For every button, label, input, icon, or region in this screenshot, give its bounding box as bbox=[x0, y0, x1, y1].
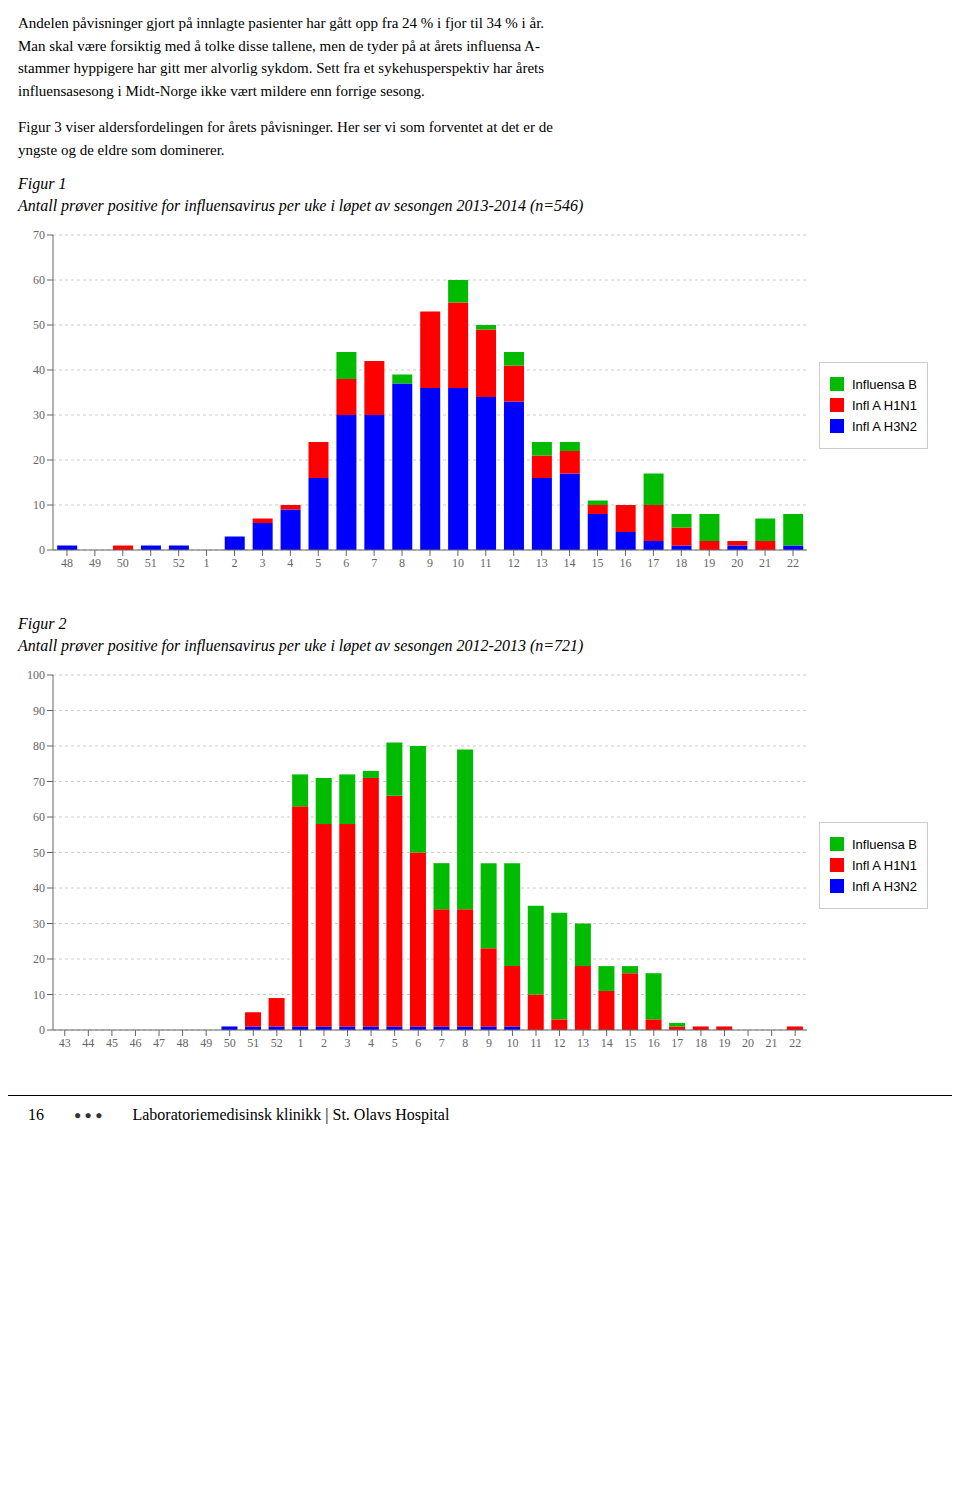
html-text:Infl A H3N2: Infl A H3N2 bbox=[852, 418, 917, 434]
svg-text:70: 70 bbox=[33, 228, 45, 242]
svg-text:10: 10 bbox=[33, 498, 45, 512]
svg-text:7: 7 bbox=[371, 556, 377, 570]
svg-text:43: 43 bbox=[59, 1036, 71, 1050]
svg-text:51: 51 bbox=[247, 1036, 259, 1050]
svg-text:1: 1 bbox=[297, 1036, 303, 1050]
svg-text:10: 10 bbox=[33, 988, 45, 1002]
svg-text:13: 13 bbox=[577, 1036, 589, 1050]
html-text:Antall prøver positive for inf: Antall prøver positive for influensaviru… bbox=[18, 197, 584, 214]
svg-text:12: 12 bbox=[508, 556, 520, 570]
html-text:Andelen påvisninger gjort på i: Andelen påvisninger gjort på innlagte pa… bbox=[18, 15, 545, 99]
svg-text:6: 6 bbox=[343, 556, 349, 570]
svg-text:14: 14 bbox=[564, 556, 576, 570]
svg-text:50: 50 bbox=[224, 1036, 236, 1050]
svg-text:49: 49 bbox=[89, 556, 101, 570]
svg-text:14: 14 bbox=[601, 1036, 613, 1050]
svg-text:3: 3 bbox=[259, 556, 265, 570]
svg-text:52: 52 bbox=[271, 1036, 283, 1050]
svg-text:20: 20 bbox=[33, 453, 45, 467]
html-text:Infl A H1N1: Infl A H1N1 bbox=[852, 397, 917, 413]
svg-text:3: 3 bbox=[345, 1036, 351, 1050]
svg-text:7: 7 bbox=[439, 1036, 445, 1050]
svg-text:44: 44 bbox=[82, 1036, 94, 1050]
html-text:Infl A H3N2: Infl A H3N2 bbox=[852, 878, 917, 894]
svg-text:6: 6 bbox=[415, 1036, 421, 1050]
svg-text:12: 12 bbox=[554, 1036, 566, 1050]
html-text:16: 16 bbox=[28, 1106, 44, 1123]
svg-text:5: 5 bbox=[392, 1036, 398, 1050]
svg-text:50: 50 bbox=[33, 318, 45, 332]
svg-text:80: 80 bbox=[33, 739, 45, 753]
svg-text:18: 18 bbox=[695, 1036, 707, 1050]
svg-text:20: 20 bbox=[33, 952, 45, 966]
html-text:Figur 2: Figur 2 bbox=[18, 615, 67, 632]
svg-text:16: 16 bbox=[648, 1036, 660, 1050]
svg-text:0: 0 bbox=[39, 1023, 45, 1037]
svg-text:50: 50 bbox=[117, 556, 129, 570]
svg-text:21: 21 bbox=[759, 556, 771, 570]
svg-text:90: 90 bbox=[33, 704, 45, 718]
svg-text:21: 21 bbox=[766, 1036, 778, 1050]
html-text:Figur 3 viser aldersfordelinge: Figur 3 viser aldersfordelingen for året… bbox=[18, 119, 553, 158]
html-text:Figur 1: Figur 1 bbox=[18, 175, 67, 192]
svg-text:30: 30 bbox=[33, 917, 45, 931]
svg-text:10: 10 bbox=[452, 556, 464, 570]
svg-text:11: 11 bbox=[530, 1036, 542, 1050]
html-text:Laboratoriemedisinsk klinikk |: Laboratoriemedisinsk klinikk | St. Olavs… bbox=[132, 1106, 450, 1123]
svg-text:1: 1 bbox=[204, 556, 210, 570]
svg-text:11: 11 bbox=[480, 556, 492, 570]
svg-text:47: 47 bbox=[153, 1036, 165, 1050]
svg-text:19: 19 bbox=[718, 1036, 730, 1050]
svg-text:13: 13 bbox=[536, 556, 548, 570]
svg-text:48: 48 bbox=[177, 1036, 189, 1050]
svg-text:8: 8 bbox=[462, 1036, 468, 1050]
svg-text:17: 17 bbox=[647, 556, 659, 570]
svg-text:15: 15 bbox=[592, 556, 604, 570]
svg-text:20: 20 bbox=[742, 1036, 754, 1050]
svg-text:8: 8 bbox=[399, 556, 405, 570]
svg-text:70: 70 bbox=[33, 775, 45, 789]
svg-text:18: 18 bbox=[675, 556, 687, 570]
html-text:Antall prøver positive for inf: Antall prøver positive for influensaviru… bbox=[18, 637, 584, 654]
svg-text:51: 51 bbox=[145, 556, 157, 570]
svg-text:2: 2 bbox=[232, 556, 238, 570]
svg-text:16: 16 bbox=[619, 556, 631, 570]
svg-text:30: 30 bbox=[33, 408, 45, 422]
svg-text:0: 0 bbox=[39, 543, 45, 557]
svg-text:48: 48 bbox=[61, 556, 73, 570]
svg-text:22: 22 bbox=[789, 1036, 801, 1050]
svg-text:4: 4 bbox=[368, 1036, 374, 1050]
svg-text:52: 52 bbox=[173, 556, 185, 570]
svg-text:40: 40 bbox=[33, 363, 45, 377]
svg-text:45: 45 bbox=[106, 1036, 118, 1050]
html-text:Influensa B: Influensa B bbox=[852, 376, 917, 392]
svg-text:17: 17 bbox=[671, 1036, 683, 1050]
svg-text:46: 46 bbox=[129, 1036, 141, 1050]
svg-text:50: 50 bbox=[33, 846, 45, 860]
svg-text:100: 100 bbox=[27, 668, 45, 682]
svg-text:60: 60 bbox=[33, 273, 45, 287]
svg-text:10: 10 bbox=[506, 1036, 518, 1050]
svg-text:9: 9 bbox=[427, 556, 433, 570]
svg-text:49: 49 bbox=[200, 1036, 212, 1050]
svg-text:2: 2 bbox=[321, 1036, 327, 1050]
svg-text:20: 20 bbox=[731, 556, 743, 570]
svg-text:15: 15 bbox=[624, 1036, 636, 1050]
svg-text:5: 5 bbox=[315, 556, 321, 570]
svg-text:4: 4 bbox=[287, 556, 293, 570]
svg-text:22: 22 bbox=[787, 556, 799, 570]
svg-text:9: 9 bbox=[486, 1036, 492, 1050]
html-text:Infl A H1N1: Infl A H1N1 bbox=[852, 857, 917, 873]
svg-text:60: 60 bbox=[33, 810, 45, 824]
svg-text:19: 19 bbox=[703, 556, 715, 570]
html-text:Influensa B: Influensa B bbox=[852, 836, 917, 852]
svg-text:40: 40 bbox=[33, 881, 45, 895]
